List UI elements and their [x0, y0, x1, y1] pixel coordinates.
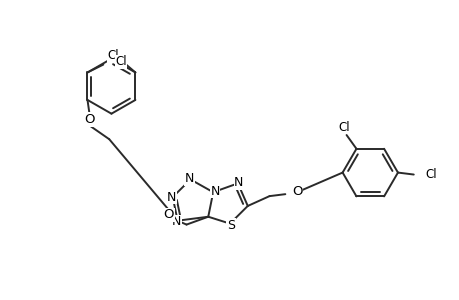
- Text: N: N: [234, 176, 243, 189]
- Text: N: N: [185, 172, 194, 185]
- Text: Cl: Cl: [107, 49, 119, 62]
- Text: Cl: Cl: [338, 121, 350, 134]
- Text: O: O: [291, 185, 302, 198]
- Text: S: S: [226, 219, 235, 232]
- Text: O: O: [163, 208, 174, 221]
- Text: O: O: [84, 113, 95, 126]
- Text: N: N: [210, 185, 219, 198]
- Text: N: N: [172, 215, 181, 228]
- Text: N: N: [167, 190, 176, 204]
- Text: Cl: Cl: [115, 55, 127, 68]
- Text: Cl: Cl: [425, 168, 437, 181]
